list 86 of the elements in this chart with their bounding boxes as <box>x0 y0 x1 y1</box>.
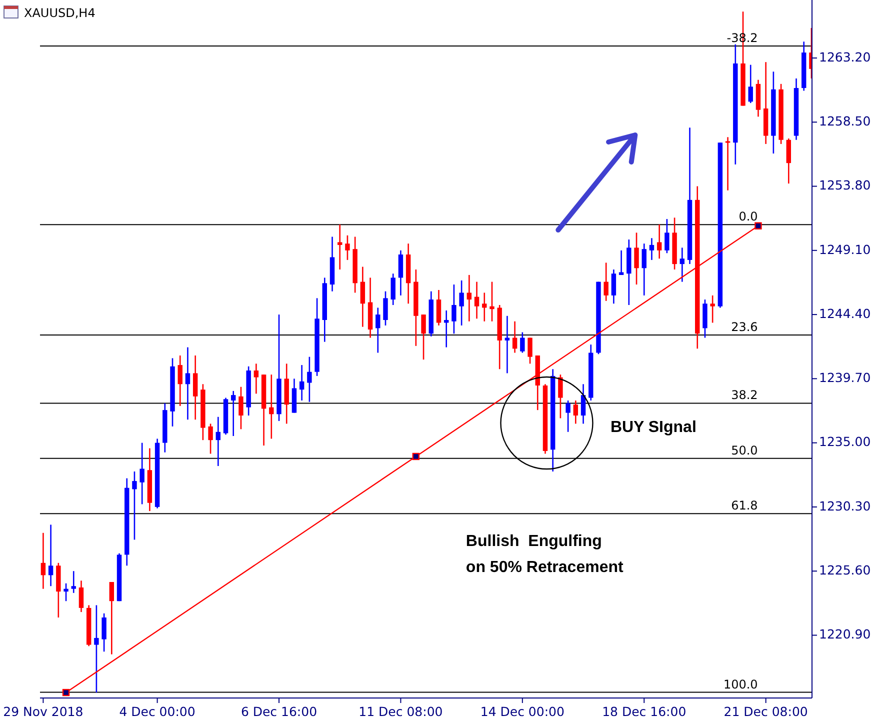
candlestick <box>649 237 654 261</box>
y-tick-label: 1225.60 <box>819 562 871 578</box>
candlestick <box>642 242 646 296</box>
candlestick <box>580 383 586 424</box>
candlestick <box>452 284 456 334</box>
candlestick <box>664 218 670 254</box>
candlestick <box>231 390 236 437</box>
x-tick-label: 11 Dec 08:00 <box>358 704 443 719</box>
candlestick <box>102 612 106 652</box>
candlestick <box>520 332 525 354</box>
candlestick <box>618 250 624 276</box>
candlestick <box>725 136 730 192</box>
annotation: BUY SIgnal <box>610 419 696 436</box>
candlestick <box>786 138 792 184</box>
candlestick <box>376 307 380 354</box>
candlestick <box>337 224 342 270</box>
annotation: 38.2 <box>731 388 758 402</box>
candlestick <box>140 442 144 505</box>
point <box>754 222 762 230</box>
x-tick-label: 14 Dec 00:00 <box>480 704 564 719</box>
candlestick <box>528 337 532 364</box>
candlestick <box>71 570 76 594</box>
candlestick <box>109 581 114 655</box>
candlestick <box>185 346 190 420</box>
point <box>412 452 420 460</box>
candlestick <box>656 224 662 260</box>
candlestick <box>64 582 68 602</box>
candlestick <box>474 281 480 320</box>
candlestick <box>238 386 244 430</box>
candlestick <box>40 532 46 590</box>
annotation: 0.0 <box>738 210 758 224</box>
candlestick <box>611 268 616 304</box>
y-tick-label: 1249.10 <box>819 242 871 257</box>
candlestick <box>566 400 570 433</box>
text: XAUUSD,H4 <box>24 6 96 20</box>
candlestick <box>345 234 350 261</box>
annotation: 23.6 <box>731 320 758 334</box>
candlestick <box>459 280 464 326</box>
candlestick <box>360 266 366 328</box>
candlestick <box>269 374 274 440</box>
y-tick-label: 1220.90 <box>819 626 871 642</box>
candlestick <box>748 64 753 104</box>
candlestick <box>178 354 182 407</box>
candlestick <box>680 247 685 282</box>
candlestick <box>573 400 578 424</box>
candlestick <box>48 524 54 587</box>
candlestick <box>383 290 388 326</box>
candlestick <box>398 250 404 296</box>
x-tick-label: 21 Dec 08:00 <box>724 704 808 719</box>
x-tick-label: 18 Dec 16:00 <box>602 704 686 719</box>
y-tick-label: 1258.50 <box>819 114 871 129</box>
annotation: 50.0 <box>731 443 758 458</box>
candlestick <box>216 416 221 467</box>
y-tick-label: 1244.40 <box>819 306 871 321</box>
y-tick-label: 1235.00 <box>819 434 871 450</box>
candlestick <box>94 604 99 694</box>
candlestick <box>466 274 472 322</box>
y-tick-label: 1253.80 <box>819 178 871 193</box>
y-tick-label: 1230.30 <box>819 498 871 514</box>
x-tick-label: 4 Dec 00:00 <box>119 704 196 719</box>
annotation: 100.0 <box>723 677 758 692</box>
x-tick-label: 29 Nov 2018 <box>3 704 84 719</box>
candlestick <box>490 281 494 322</box>
candlestick <box>604 262 608 302</box>
y-tick-label: 1239.70 <box>819 370 871 386</box>
candlestick <box>78 580 84 613</box>
y-tick-label: 1263.20 <box>819 49 871 64</box>
candlestick <box>192 354 198 420</box>
candlestick <box>208 423 213 454</box>
candlestick <box>436 289 442 326</box>
candlestick <box>132 470 137 540</box>
annotation: Bullish Engulfing on 50% Retracement <box>466 533 624 576</box>
candlestick <box>512 320 518 354</box>
candlestick <box>299 364 304 402</box>
annotation: 61.8 <box>731 498 758 513</box>
candlestick <box>558 374 563 419</box>
point <box>62 688 70 696</box>
x-tick-label: 6 Dec 16:00 <box>240 704 318 719</box>
candlestick <box>390 272 396 306</box>
candlestick <box>421 314 426 360</box>
candlestick <box>307 356 312 403</box>
candlestick <box>710 294 715 324</box>
candlestick <box>504 315 510 374</box>
candlestick <box>634 232 639 286</box>
candlestick <box>482 292 487 322</box>
candlestick <box>254 363 259 394</box>
